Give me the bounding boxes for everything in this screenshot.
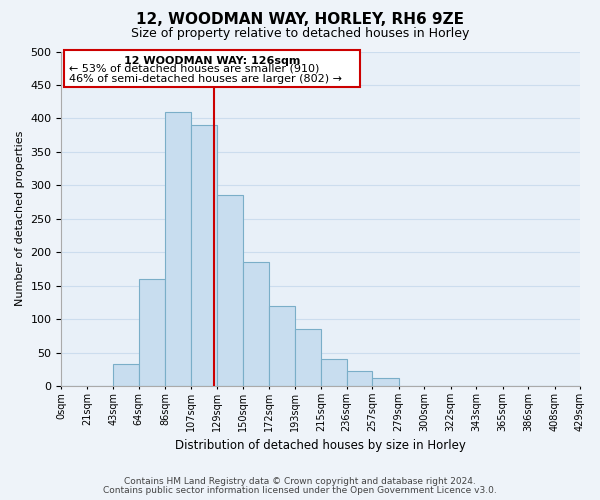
Bar <box>243 262 269 386</box>
Bar <box>347 372 372 386</box>
Bar <box>322 360 347 386</box>
Bar <box>166 112 191 386</box>
Text: 12, WOODMAN WAY, HORLEY, RH6 9ZE: 12, WOODMAN WAY, HORLEY, RH6 9ZE <box>136 12 464 28</box>
FancyBboxPatch shape <box>64 50 359 86</box>
X-axis label: Distribution of detached houses by size in Horley: Distribution of detached houses by size … <box>175 440 466 452</box>
Text: 46% of semi-detached houses are larger (802) →: 46% of semi-detached houses are larger (… <box>69 74 342 84</box>
Text: ← 53% of detached houses are smaller (910): ← 53% of detached houses are smaller (91… <box>69 63 320 73</box>
Bar <box>217 196 243 386</box>
Bar <box>113 364 139 386</box>
Bar <box>372 378 398 386</box>
Text: Contains public sector information licensed under the Open Government Licence v3: Contains public sector information licen… <box>103 486 497 495</box>
Y-axis label: Number of detached properties: Number of detached properties <box>15 131 25 306</box>
Bar <box>269 306 295 386</box>
Text: Contains HM Land Registry data © Crown copyright and database right 2024.: Contains HM Land Registry data © Crown c… <box>124 477 476 486</box>
Bar <box>191 125 217 386</box>
Bar <box>295 329 322 386</box>
Text: 12 WOODMAN WAY: 126sqm: 12 WOODMAN WAY: 126sqm <box>124 56 300 66</box>
Bar <box>139 279 166 386</box>
Text: Size of property relative to detached houses in Horley: Size of property relative to detached ho… <box>131 28 469 40</box>
